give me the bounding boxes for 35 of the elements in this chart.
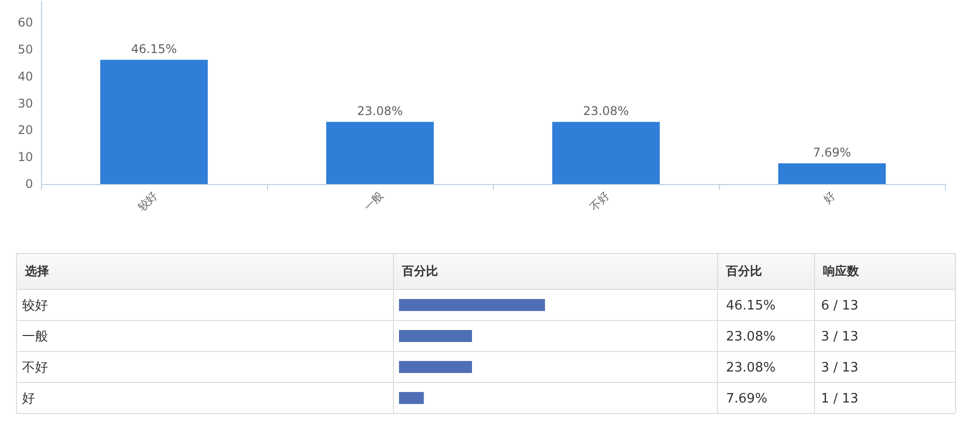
text: 23.08% [726, 330, 776, 344]
data-label: 23.08% [357, 104, 403, 118]
x-tick-label: 好 [821, 188, 838, 206]
x-tick-label: 一般 [361, 188, 386, 214]
text: 百分比 [725, 264, 762, 278]
y-axis-title: 选择 [24, 264, 49, 278]
bar [326, 122, 434, 184]
y-tick-label: 10 [18, 150, 33, 164]
data-label: 46.15% [131, 42, 177, 56]
y-tick-label: 不好 [22, 360, 48, 376]
x-axis-title: 百分比 [401, 264, 438, 278]
y-tick-label: 40 [18, 69, 33, 84]
text: 6 / 13 [821, 298, 858, 314]
text: 23.08% [726, 360, 776, 376]
y-tick-label: 50 [18, 42, 33, 56]
y-tick-label: 较好 [22, 298, 48, 314]
y-tick-label: 好 [22, 392, 35, 406]
bar [100, 60, 208, 184]
bar [552, 122, 660, 184]
text: 3 / 13 [821, 360, 858, 376]
text: 46.15% [726, 298, 776, 314]
text: 1 / 13 [821, 392, 858, 406]
y-tick-label: 60 [18, 16, 33, 30]
x-tick-label: 不好 [587, 188, 612, 214]
bar [778, 163, 886, 184]
y-tick-label: 0 [25, 177, 33, 191]
x-tick-label: 较好 [135, 188, 160, 214]
text: 7.69% [726, 392, 768, 406]
data-label: 23.08% [583, 104, 629, 118]
data-label: 7.69% [812, 145, 852, 160]
text: 3 / 13 [821, 330, 858, 344]
y-tick-label: 30 [18, 96, 33, 110]
text: 响应数 [823, 264, 860, 278]
y-tick-label: 一般 [22, 330, 48, 344]
y-tick-label: 20 [18, 123, 33, 138]
